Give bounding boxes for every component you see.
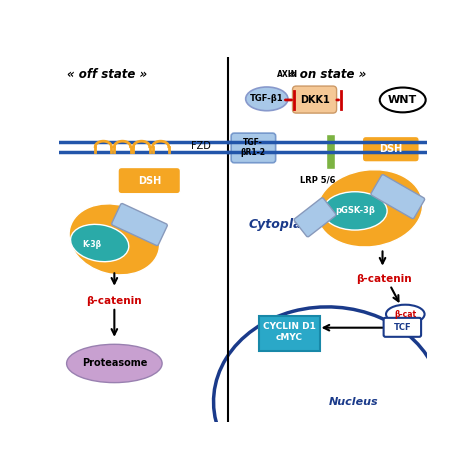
Text: CYCLIN D1
cMYC: CYCLIN D1 cMYC <box>263 322 316 342</box>
Ellipse shape <box>380 88 426 112</box>
Text: WNT: WNT <box>388 95 417 105</box>
Text: AXIN: AXIN <box>277 70 298 79</box>
Text: Nucleus: Nucleus <box>328 397 378 407</box>
Text: β-cat: β-cat <box>394 310 416 319</box>
FancyBboxPatch shape <box>362 137 419 162</box>
Text: β-catenin: β-catenin <box>356 274 412 284</box>
Text: pGSK-3β: pGSK-3β <box>335 206 375 215</box>
FancyBboxPatch shape <box>294 198 336 237</box>
Text: DSH: DSH <box>379 144 402 154</box>
FancyBboxPatch shape <box>383 318 421 337</box>
Text: TGF-β1: TGF-β1 <box>250 94 283 103</box>
Text: TGF-
βR1-2: TGF- βR1-2 <box>241 137 266 157</box>
Text: Proteasome: Proteasome <box>82 358 147 368</box>
Text: FZD: FZD <box>191 141 211 151</box>
FancyBboxPatch shape <box>326 134 335 169</box>
Ellipse shape <box>71 224 129 262</box>
Text: DSH: DSH <box>137 175 161 186</box>
Text: K-3β: K-3β <box>83 240 102 249</box>
Ellipse shape <box>386 305 425 324</box>
Text: « off state »: « off state » <box>66 68 147 81</box>
Text: Cytoplasm: Cytoplasm <box>248 218 322 231</box>
FancyBboxPatch shape <box>231 133 275 163</box>
Text: LRP 5/6: LRP 5/6 <box>300 175 335 184</box>
Ellipse shape <box>66 344 162 383</box>
Ellipse shape <box>317 170 423 247</box>
Text: TCF: TCF <box>393 323 411 332</box>
Ellipse shape <box>246 87 288 111</box>
FancyBboxPatch shape <box>371 174 425 219</box>
Text: DKK1: DKK1 <box>300 95 329 105</box>
Ellipse shape <box>69 204 160 275</box>
FancyBboxPatch shape <box>259 316 320 351</box>
FancyBboxPatch shape <box>292 86 337 113</box>
FancyBboxPatch shape <box>118 167 181 194</box>
Ellipse shape <box>323 192 387 230</box>
Text: β-catenin: β-catenin <box>87 296 142 306</box>
FancyBboxPatch shape <box>112 203 167 246</box>
Text: « on state »: « on state » <box>288 68 366 81</box>
